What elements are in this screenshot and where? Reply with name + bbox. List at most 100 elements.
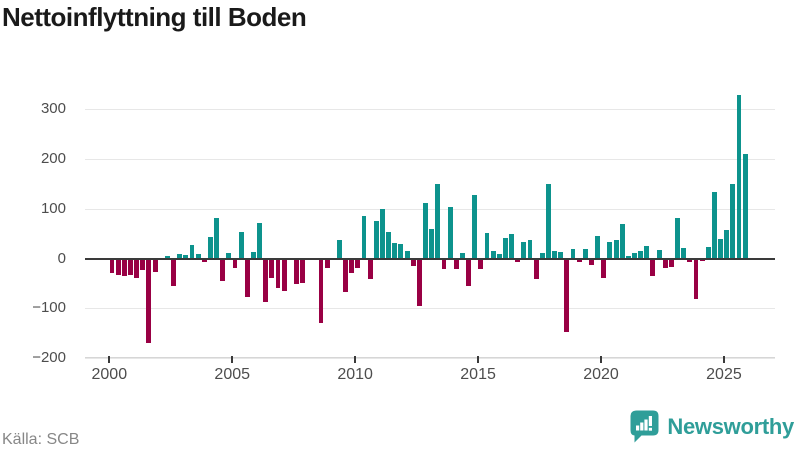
bar-2020q1	[601, 258, 607, 278]
bar-2022q3	[662, 258, 668, 269]
gridline-300	[85, 109, 775, 111]
bar-2015q3	[490, 251, 496, 259]
y-axis-label-300: 300	[40, 100, 66, 118]
bar-2012q3	[416, 258, 422, 306]
bar-2017q3	[539, 253, 545, 259]
bar-2004q2	[214, 218, 219, 259]
bar-2013q4	[447, 207, 453, 259]
bar-2012q2	[410, 258, 416, 266]
bar-2017q2	[533, 258, 539, 279]
zero-line	[85, 257, 775, 260]
x-tick-2010	[354, 356, 357, 363]
bar-2008q4	[324, 258, 330, 268]
bar-2001q3	[146, 258, 152, 343]
newsworthy-bubble-chart-icon	[630, 410, 659, 443]
x-axis-line	[85, 357, 775, 358]
gridline--200	[85, 357, 775, 359]
x-tick-2025	[722, 356, 725, 363]
bar-2006q2	[263, 258, 269, 302]
x-axis-label-2025: 2025	[706, 366, 742, 383]
bar-2025q4	[742, 153, 748, 259]
bar-2002q2	[164, 256, 170, 259]
bar-2014q2	[459, 253, 465, 259]
y-axis-label-100: 100	[40, 199, 66, 217]
bar-2000q4	[128, 258, 133, 275]
bar-2014q4	[472, 194, 478, 259]
x-tick-2015	[477, 356, 480, 363]
source-note: Källa: SCB	[2, 431, 80, 448]
bar-2004q4	[226, 252, 232, 259]
bar-2003q3	[195, 253, 201, 259]
bar-2009q3	[343, 258, 349, 292]
y-axis-label--200: −200	[32, 348, 66, 366]
bar-2023q3	[687, 258, 693, 262]
bar-2011q3	[392, 243, 398, 259]
bar-2019q3	[589, 258, 594, 266]
bar-2021q3	[638, 251, 644, 259]
bar-2010q3	[367, 258, 373, 280]
bar-2003q1	[183, 254, 189, 259]
bar-2018q2	[558, 252, 564, 259]
bar-2000q1	[109, 258, 115, 274]
bar-2005q3	[244, 258, 250, 297]
bar-2003q2	[189, 244, 195, 259]
bar-2000q3	[121, 258, 127, 277]
x-tick-2000	[108, 356, 111, 363]
x-axis-label-2015: 2015	[460, 366, 496, 383]
gridline--100	[85, 308, 775, 310]
bar-2006q4	[275, 258, 281, 288]
bar-2000q2	[115, 258, 121, 275]
x-axis-label-2020: 2020	[583, 366, 619, 383]
bar-2016q2	[509, 233, 514, 259]
bar-2003q4	[201, 258, 207, 262]
bar-2025q3	[736, 95, 742, 259]
bar-2007q1	[281, 258, 287, 291]
bar-2006q3	[269, 258, 275, 278]
bar-2001q4	[152, 258, 158, 273]
bar-2013q1	[429, 229, 435, 259]
x-tick-2005	[231, 356, 234, 363]
bar-2015q2	[484, 233, 490, 259]
bar-2010q4	[373, 221, 379, 259]
bar-2020q4	[619, 224, 625, 259]
bar-2016q4	[521, 242, 527, 259]
bar-2002q4	[177, 253, 183, 259]
bar-2022q1	[650, 258, 656, 276]
bar-2018q3	[564, 258, 570, 332]
gridline-100	[85, 208, 775, 210]
bar-2002q3	[171, 258, 176, 286]
bar-2001q2	[140, 258, 146, 270]
bar-2009q2	[337, 239, 342, 259]
bar-2004q3	[220, 258, 226, 281]
y-axis-label-0: 0	[57, 249, 66, 267]
x-axis-label-2005: 2005	[214, 366, 251, 383]
newsworthy-logo-text: Newsworthy	[667, 413, 794, 439]
bar-2017q1	[527, 239, 533, 259]
bar-2019q2	[582, 248, 588, 259]
newsworthy-logo: Newsworthy	[629, 409, 794, 444]
x-tick-2020	[600, 356, 603, 363]
bar-2022q4	[668, 258, 674, 267]
bar-2005q1	[232, 258, 238, 269]
bar-2020q2	[607, 242, 613, 259]
bar-2023q2	[681, 248, 687, 259]
bar-2021q1	[625, 255, 631, 259]
bar-2024q2	[705, 247, 711, 259]
bar-2014q1	[453, 258, 459, 269]
gridline-200	[85, 159, 775, 161]
bar-2024q3	[711, 191, 717, 259]
bar-2007q4	[300, 258, 306, 283]
bar-2012q1	[404, 250, 410, 259]
bar-2018q1	[552, 250, 558, 259]
bar-2011q4	[398, 243, 404, 259]
bar-2020q3	[613, 240, 619, 259]
bar-2015q1	[478, 258, 484, 270]
bar-2013q3	[441, 258, 447, 269]
bar-2001q1	[134, 258, 140, 279]
bar-2023q4	[693, 258, 699, 300]
y-axis-label--100: −100	[32, 299, 66, 317]
bar-2005q4	[250, 252, 256, 259]
bar-2009q4	[349, 258, 355, 274]
bar-2008q3	[318, 258, 324, 323]
bar-2017q4	[546, 183, 551, 259]
